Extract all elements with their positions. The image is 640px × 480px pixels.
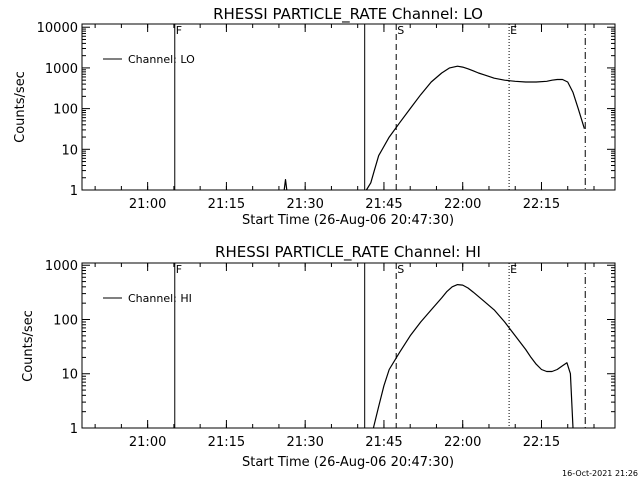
panel-lo-series-line-1: [283, 179, 288, 191]
panel-hi-marker-label: F: [176, 263, 182, 276]
panel-hi-marker-label: S: [397, 263, 404, 276]
panel-lo-x-axis-label: Start Time (26-Aug-06 20:47:30): [242, 213, 454, 228]
panel-lo: RHESSI PARTICLE_RATE Channel: LO Start T…: [13, 5, 616, 228]
panel-hi-x-tick-label: 21:15: [208, 435, 245, 450]
panel-lo-title: RHESSI PARTICLE_RATE Channel: LO: [213, 5, 483, 24]
panel-lo-x-tick-label: 22:15: [523, 197, 560, 212]
panel-hi-y-tick-label: 100: [53, 313, 78, 328]
panel-hi-x-tick-label: 21:30: [286, 435, 323, 450]
panel-hi-y-tick-label: 1: [70, 422, 78, 437]
panel-hi-plot-frame: [81, 262, 616, 429]
panel-hi-x-axis-label: Start Time (26-Aug-06 20:47:30): [242, 455, 454, 470]
panel-hi-x-tick-label: 22:15: [523, 435, 560, 450]
panel-lo-series: [283, 65, 585, 191]
panel-hi-y-axis-label: Counts/sec: [21, 310, 36, 382]
panel-lo-x-tick-label: 21:45: [365, 197, 402, 212]
panel-hi-legend-label: Channel: HI: [128, 292, 192, 305]
panel-lo-y-tick-label: 100: [53, 103, 78, 118]
panel-hi-marker-label: E: [510, 263, 517, 276]
panel-lo-series-line-0: [365, 65, 585, 191]
panel-lo-x-tick-label: 21:30: [286, 197, 323, 212]
panel-lo-plot-frame: [81, 23, 616, 191]
panel-hi-y-tick-label: 10: [61, 368, 78, 383]
panel-lo-y-tick-label: 10: [61, 143, 78, 158]
panel-lo-ticks: 21:00 21:15 21:30 21:45 22:00 22:15 1 10 100 1000…: [37, 21, 615, 212]
panel-hi-series-line-0: [372, 284, 574, 429]
panel-lo-y-tick-label: 1000: [45, 62, 78, 77]
panel-lo-marker-label: E: [510, 24, 517, 37]
panel-hi-title: RHESSI PARTICLE_RATE Channel: HI: [215, 243, 481, 262]
panel-hi-ticks: 21:00 21:15 21:30 21:45 22:00 22:15 1 10 100 1000: [45, 259, 615, 450]
panel-hi-x-tick-label: 22:00: [444, 435, 481, 450]
panel-lo-legend-label: Channel: LO: [128, 53, 195, 66]
panel-hi-x-tick-label: 21:45: [365, 435, 402, 450]
panel-lo-y-axis-label: Counts/sec: [13, 71, 28, 143]
panel-lo-x-tick-label: 21:00: [129, 197, 166, 212]
panel-lo-x-tick-label: 21:15: [208, 197, 245, 212]
panel-lo-y-tick-label: 1: [70, 184, 78, 199]
panel-lo-y-tick-label: 10000: [37, 21, 78, 36]
panel-lo-marker-label: S: [397, 24, 404, 37]
panel-lo-marker-label: F: [176, 24, 182, 37]
panel-hi-x-tick-label: 21:00: [129, 435, 166, 450]
footer-timestamp: 16-Oct-2021 21:26: [562, 469, 638, 478]
panel-hi-series: [372, 284, 574, 429]
panel-lo-x-tick-label: 22:00: [444, 197, 481, 212]
panel-hi-y-tick-label: 1000: [45, 259, 78, 274]
panel-hi: RHESSI PARTICLE_RATE Channel: HI Start T…: [21, 243, 616, 470]
